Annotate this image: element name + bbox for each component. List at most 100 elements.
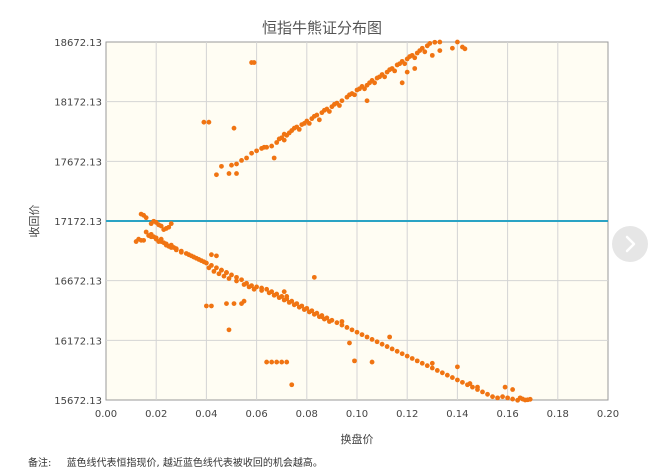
data-point	[204, 303, 209, 309]
data-point	[399, 80, 405, 86]
data-point	[419, 360, 425, 366]
data-point	[209, 252, 214, 258]
data-point	[349, 327, 355, 333]
data-point	[404, 69, 410, 75]
data-point	[379, 341, 385, 347]
chart-title: 恒指牛熊证分布图	[262, 19, 382, 37]
data-point	[419, 45, 425, 51]
x-tick-label: 0.00	[95, 409, 117, 420]
data-point	[173, 247, 179, 253]
data-point	[241, 282, 247, 287]
y-axis-label: 收回价	[27, 205, 41, 238]
data-point	[271, 155, 277, 161]
data-point	[444, 372, 450, 378]
data-point	[392, 68, 398, 74]
data-point	[281, 131, 287, 137]
data-point	[229, 162, 234, 168]
data-point	[527, 396, 533, 402]
data-point	[412, 66, 418, 71]
data-point	[178, 249, 184, 255]
x-tick-label: 0.10	[346, 409, 368, 420]
data-point	[276, 295, 282, 301]
data-point	[219, 163, 224, 169]
data-point	[432, 39, 438, 45]
data-point	[281, 289, 287, 295]
data-point	[196, 257, 202, 262]
data-point	[424, 363, 430, 369]
data-point	[226, 276, 232, 281]
data-point	[279, 359, 285, 365]
x-tick-label: 0.18	[547, 409, 569, 420]
data-point	[221, 273, 227, 279]
data-point	[384, 344, 390, 349]
y-tick-label: 17672.13	[54, 157, 102, 168]
data-points	[133, 39, 533, 403]
data-point	[480, 389, 485, 395]
data-point	[201, 259, 207, 265]
x-tick-label: 0.16	[496, 409, 518, 420]
data-point	[326, 319, 332, 324]
data-point	[271, 292, 277, 298]
data-point	[138, 237, 144, 243]
y-tick-label: 17172.13	[54, 217, 102, 228]
data-point	[158, 239, 164, 244]
data-point	[269, 359, 275, 365]
data-point	[269, 143, 275, 149]
data-point	[274, 359, 280, 365]
data-point	[455, 377, 460, 383]
data-point	[306, 121, 312, 126]
x-tick-label: 0.02	[145, 409, 167, 420]
data-point	[475, 384, 480, 390]
data-point	[427, 41, 433, 46]
data-point	[281, 297, 287, 303]
data-point	[291, 302, 297, 308]
data-point	[394, 348, 400, 354]
data-point	[214, 253, 219, 259]
data-point	[259, 288, 265, 293]
data-point	[281, 137, 287, 143]
data-point	[214, 265, 219, 271]
data-point	[449, 375, 455, 380]
data-point	[347, 340, 352, 346]
x-axis-label: 换盘价	[341, 432, 374, 446]
data-point	[224, 270, 229, 275]
data-point	[289, 382, 295, 388]
data-point	[364, 334, 370, 340]
data-point	[226, 171, 232, 176]
data-point	[286, 300, 292, 305]
data-point	[216, 271, 222, 277]
data-point	[229, 272, 234, 278]
data-point	[254, 148, 259, 154]
data-point	[439, 370, 445, 376]
data-point	[296, 126, 302, 132]
data-point	[224, 301, 229, 306]
data-point	[226, 327, 232, 333]
data-point	[359, 332, 365, 338]
data-point	[133, 239, 139, 244]
data-point	[334, 320, 340, 326]
data-point	[399, 351, 405, 357]
data-point	[437, 48, 443, 54]
data-point	[264, 359, 270, 365]
data-point	[206, 119, 212, 125]
data-point	[284, 294, 290, 299]
data-point	[234, 171, 239, 176]
data-point	[301, 307, 307, 312]
y-axis-ticks: 15672.13 16172.13 16672.13 17172.13 17672.13…	[54, 38, 102, 407]
data-point	[261, 144, 267, 150]
chart-note: 备注: 蓝色线代表恒指现价, 越近蓝色线代表被收回的机会越高。	[28, 454, 323, 469]
x-tick-label: 0.14	[446, 409, 468, 420]
next-chart-button[interactable]	[612, 226, 648, 262]
data-point	[429, 52, 435, 58]
data-point	[158, 223, 164, 229]
data-point	[352, 358, 357, 364]
data-point	[209, 303, 214, 309]
data-point	[502, 384, 508, 390]
data-point	[266, 290, 272, 296]
data-point	[517, 395, 523, 401]
data-point	[143, 229, 149, 235]
y-tick-label: 18672.13	[54, 38, 102, 49]
data-point	[339, 98, 345, 104]
data-point	[251, 60, 257, 65]
x-tick-label: 0.12	[396, 409, 418, 420]
